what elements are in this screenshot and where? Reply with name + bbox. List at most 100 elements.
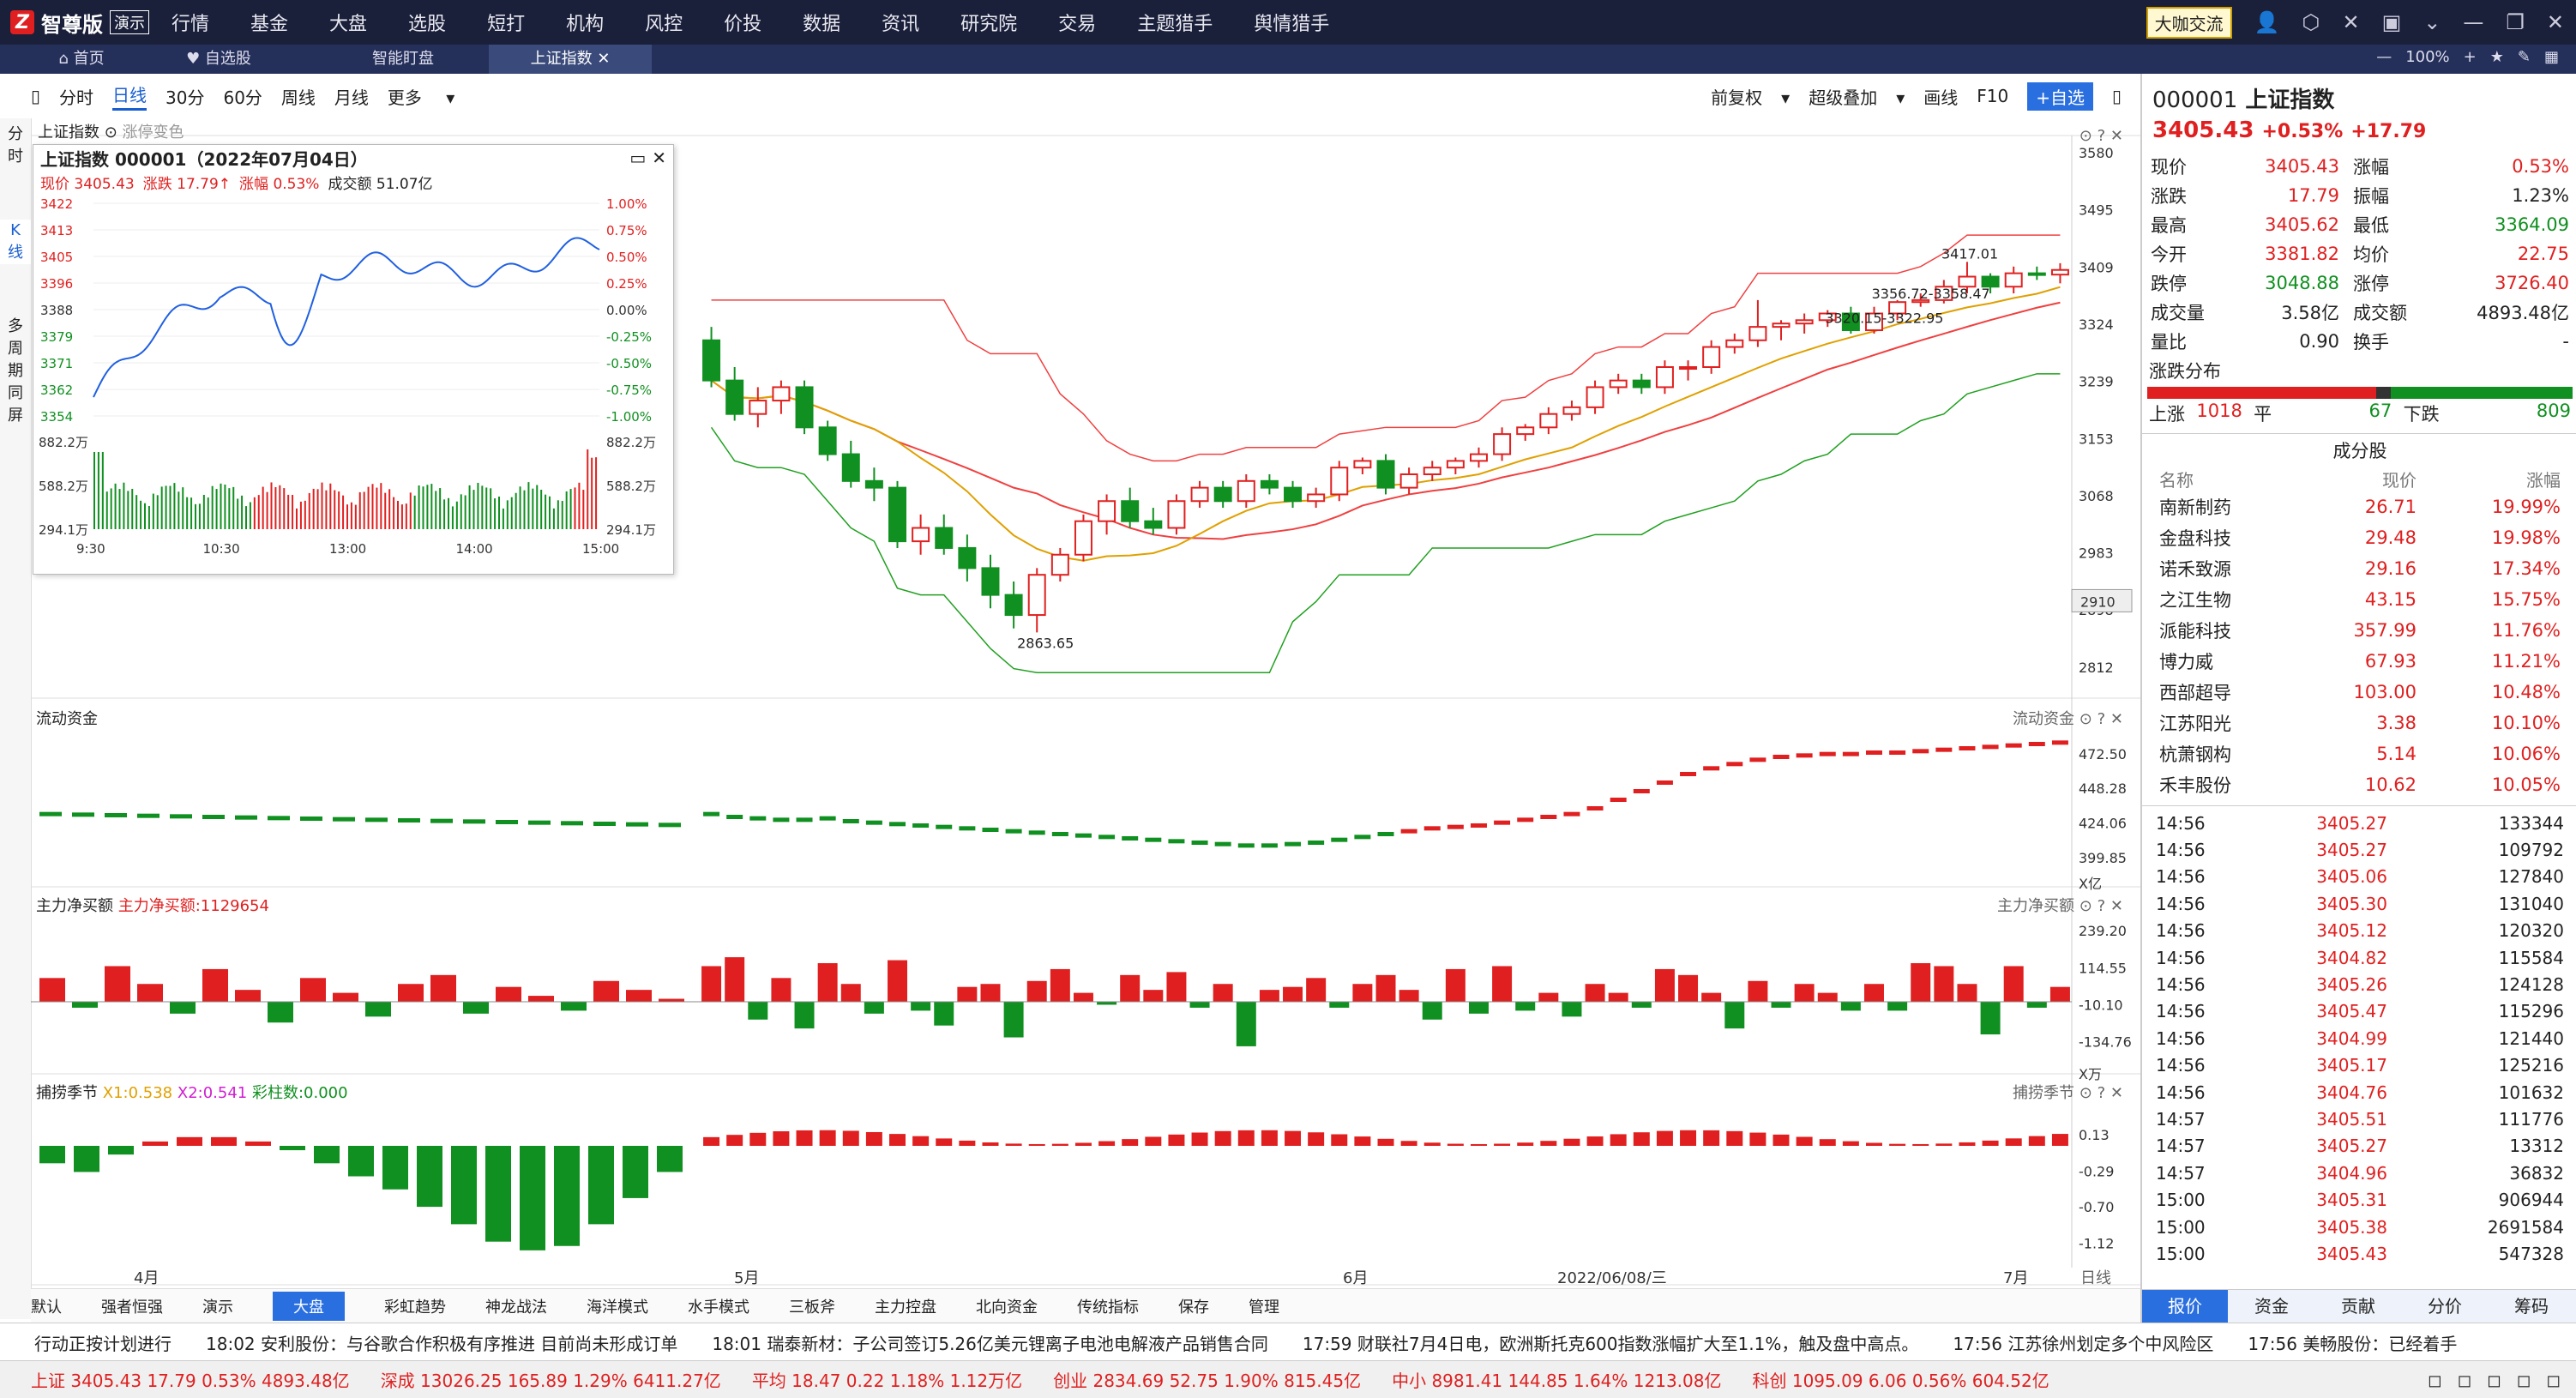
zoom-out-icon[interactable]: — [2376,48,2392,66]
comp-row[interactable]: 派能科技 357.99 11.76% [2142,615,2576,646]
menu-item-4[interactable]: 短打 [487,14,526,35]
template-tab-4[interactable]: 彩虹趋势 [384,1299,446,1317]
menu-item-0[interactable]: 行情 [172,14,210,35]
user-icon[interactable]: 👤 [2254,10,2280,34]
close-icon[interactable]: ✕ [2110,127,2123,145]
help-icon[interactable]: ? [2097,710,2106,728]
status-index[interactable]: 中小 8981.41 144.85 1.64% 1213.08亿 [1392,1367,1721,1392]
template-tab-13[interactable]: 管理 [1249,1299,1279,1317]
menu-item-10[interactable]: 研究院 [960,14,1018,35]
chevron-down-icon[interactable]: ⊙ [104,124,123,142]
mail-icon[interactable]: ◻ [2516,1369,2531,1390]
template-tab-3[interactable]: 大盘 [273,1292,345,1321]
layout-icon[interactable]: ▯ [31,86,41,106]
tab-smart-monitor[interactable]: 智能盯盘 [326,45,480,74]
f10-button[interactable]: F10 [1977,86,2009,106]
settings-icon[interactable]: ⬡ [2302,10,2320,34]
period-monthly[interactable]: 月线 [334,87,369,108]
template-tab-12[interactable]: 保存 [1178,1299,1209,1317]
settings-icon[interactable]: ⊙ [2079,897,2092,915]
side-tab-kline[interactable]: K线 [0,220,31,264]
draw-button[interactable]: 画线 [1923,87,1959,108]
settings-icon[interactable]: ⊙ [2079,710,2092,728]
menu-item-3[interactable]: 选股 [408,14,447,35]
exchange-button[interactable]: 大咖交流 [2146,6,2232,39]
pin-icon[interactable]: ✎ [2517,48,2531,66]
add-watchlist-button[interactable]: +自选 [2027,81,2093,111]
menu-item-8[interactable]: 数据 [803,14,841,35]
close-icon[interactable]: ✕ [2110,710,2123,728]
period-60min[interactable]: 60分 [223,87,262,108]
demo-badge[interactable]: 演示 [110,10,149,34]
news-item[interactable]: 17:56 美畅股份：已经着手 [2248,1333,2458,1354]
help-icon[interactable]: ? [2097,897,2106,915]
intraday-popup[interactable]: 上证指数 000001（2022年07月04日） ▭ ✕ 现价 3405.43 … [33,144,674,575]
help-icon[interactable]: ? [2097,1084,2106,1102]
panel-toggle-icon[interactable]: ▯ [2111,86,2122,106]
period-tick[interactable]: 分时 [59,87,94,108]
comp-row[interactable]: 博力威 67.93 11.21% [2142,646,2576,677]
settings-icon[interactable]: ⊙ [2079,1084,2092,1102]
minimize-icon[interactable]: ▭ [629,148,647,168]
limit-color-label[interactable]: 涨停变色 [122,124,184,142]
tab-home[interactable]: ⌂ 首页 [58,50,105,68]
comp-row[interactable]: 之江生物 43.15 15.75% [2142,584,2576,615]
lock-icon[interactable]: ◻ [2427,1369,2442,1390]
news-item[interactable]: 17:59 财联社7月4日电，欧洲斯托克600指数涨幅扩大至1.1%，触及盘中高… [1302,1333,1919,1354]
close-icon[interactable]: ✕ [652,148,666,168]
template-tab-9[interactable]: 主力控盘 [875,1299,936,1317]
status-index[interactable]: 平均 18.47 0.22 1.18% 1.12万亿 [752,1367,1022,1392]
quote-tab-3[interactable]: 分价 [2428,1296,2462,1317]
star-icon[interactable]: ★ [2489,48,2504,66]
side-tab-tick[interactable]: 分时 [0,118,31,168]
period-more[interactable]: 更多 ▾ [387,87,455,108]
comp-row[interactable]: 金盘科技 29.48 19.98% [2142,522,2576,553]
adjust-dropdown[interactable]: 前复权 ▾ [1711,87,1791,108]
status-index[interactable]: 深成 13026.25 165.89 1.29% 6411.27亿 [381,1367,721,1392]
template-tab-5[interactable]: 神龙战法 [485,1299,547,1317]
chart-svg[interactable]: 3580349534093324323931533068298328982812… [31,118,2140,1288]
news-item[interactable]: 18:01 瑞泰新材：子公司签订5.26亿美元锂离子电池电解液产品销售合同 [712,1333,1268,1354]
news-item[interactable]: 18:02 安利股份：与谷歌合作积极有序推进 目前尚未形成订单 [206,1333,678,1354]
close-icon[interactable]: ✕ [2546,10,2564,34]
menu-item-5[interactable]: 机构 [566,14,605,35]
quote-tab-1[interactable]: 资金 [2254,1296,2289,1317]
news-item[interactable]: 行动正按计划进行 [34,1333,172,1354]
side-tab-multi[interactable]: 多周期同屏 [0,316,31,427]
template-tab-1[interactable]: 强者恒强 [101,1299,163,1317]
template-tab-7[interactable]: 水手模式 [688,1299,749,1317]
dropdown-icon[interactable]: ⌄ [2423,10,2441,34]
template-tab-8[interactable]: 三板斧 [789,1299,835,1317]
intraday-chart[interactable]: 3422 1.00% 3413 0.75% 3405 0.50% 3396 0.25% 3388… [33,193,671,570]
comp-row[interactable]: 杭萧钢构 5.14 10.06% [2142,738,2576,769]
bell-icon[interactable]: ◻ [2457,1369,2472,1390]
comp-row[interactable]: 南新制药 26.71 19.99% [2142,491,2576,522]
close-icon[interactable]: ✕ [2110,897,2123,915]
chart-area[interactable]: 3580349534093324323931533068298328982812… [31,118,2140,1288]
quote-tab-2[interactable]: 贡献 [2341,1296,2375,1317]
quote-tab-4[interactable]: 筹码 [2514,1296,2549,1317]
period-daily[interactable]: 日线 [112,81,147,111]
close-icon[interactable]: ✕ [2110,1084,2123,1102]
period-weekly[interactable]: 周线 [280,87,316,108]
menu-item-6[interactable]: 风控 [645,14,683,35]
template-tab-2[interactable]: 演示 [202,1299,233,1317]
chat-icon[interactable]: ◻ [2546,1369,2561,1390]
settings-icon[interactable]: ⊙ [2079,127,2092,145]
menu-item-12[interactable]: 主题猎手 [1137,14,1213,35]
menu-item-13[interactable]: 舆情猎手 [1254,14,1330,35]
comp-row[interactable]: 西部超导 103.00 10.48% [2142,677,2576,708]
quote-tab-0[interactable]: 报价 [2142,1290,2228,1323]
template-tab-0[interactable]: 默认 [31,1299,62,1317]
template-tab-11[interactable]: 传统指标 [1077,1299,1139,1317]
skin-icon[interactable]: ▣ [2381,10,2402,34]
status-index[interactable]: 科创 1095.09 6.06 0.56% 604.52亿 [1752,1367,2049,1392]
tab-watchlist[interactable]: ♥ 自选股 [186,50,251,68]
period-30min[interactable]: 30分 [166,87,205,108]
help-icon[interactable]: ? [2097,127,2106,145]
menu-item-7[interactable]: 价投 [724,14,762,35]
overlay-dropdown[interactable]: 超级叠加 ▾ [1809,87,1905,108]
status-index[interactable]: 创业 2834.69 52.75 1.90% 815.45亿 [1053,1367,1361,1392]
menu-item-11[interactable]: 交易 [1058,14,1097,35]
template-tab-10[interactable]: 北向资金 [976,1299,1038,1317]
